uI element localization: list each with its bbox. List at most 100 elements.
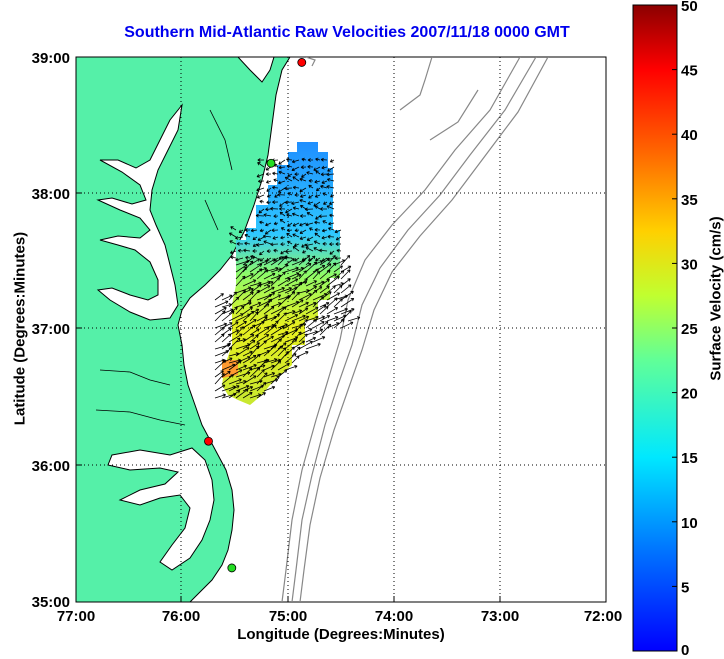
colorbar-tick: 5 <box>681 579 689 596</box>
velocity-vector <box>257 158 265 162</box>
velocity-vector <box>312 264 326 273</box>
velocity-vector <box>321 165 328 170</box>
velocity-vector <box>277 369 288 378</box>
velocity-vector <box>299 198 307 203</box>
velocity-vector <box>266 200 272 205</box>
velocity-vector <box>291 291 300 301</box>
velocity-vector <box>256 372 268 385</box>
velocity-vector <box>242 391 253 399</box>
velocity-vector <box>263 306 275 315</box>
velocity-vector <box>265 222 272 227</box>
velocity-vector <box>291 309 303 315</box>
velocity-vector <box>314 205 321 210</box>
velocity-vector <box>326 273 337 280</box>
y-tick-label: 37:00 <box>32 321 70 338</box>
velocity-vector <box>235 347 250 357</box>
velocity-vector <box>266 187 272 192</box>
velocity-vector <box>284 346 295 357</box>
velocity-vector <box>279 206 286 211</box>
velocity-vector <box>245 255 251 260</box>
velocity-vector <box>312 321 325 329</box>
velocity-vector <box>321 228 328 233</box>
velocity-vector <box>305 301 317 308</box>
velocity-vector <box>333 265 343 273</box>
velocity-vector <box>263 324 277 336</box>
velocity-vector <box>294 257 300 262</box>
velocity-vector <box>334 256 342 261</box>
velocity-vector <box>262 234 272 239</box>
velocity-vector <box>314 227 321 232</box>
velocity-vector <box>270 345 284 357</box>
velocity-vector <box>221 333 232 343</box>
velocity-vector <box>340 269 351 280</box>
velocity-vector <box>318 214 328 219</box>
velocity-vector <box>238 229 244 233</box>
velocity-vector <box>258 208 265 214</box>
x-tick-label: 74:00 <box>375 608 413 625</box>
velocity-vector <box>265 172 272 176</box>
velocity-vector <box>235 266 247 280</box>
velocity-vector <box>249 301 262 308</box>
velocity-vector <box>312 336 326 343</box>
velocity-vector <box>284 321 296 329</box>
velocity-vector <box>335 236 342 241</box>
velocity-vector <box>327 166 335 172</box>
velocity-vector <box>235 388 249 399</box>
velocity-vector <box>256 392 266 399</box>
velocity-vector <box>270 375 280 385</box>
velocity-vector <box>307 158 314 162</box>
velocity-vector <box>314 194 321 198</box>
velocity-vector <box>259 220 265 225</box>
velocity-vector <box>214 384 226 392</box>
velocity-vector <box>312 296 325 308</box>
velocity-vector <box>292 233 300 238</box>
velocity-vector <box>242 324 256 336</box>
velocity-vector <box>249 342 260 350</box>
velocity-vector <box>270 206 279 211</box>
velocity-vector <box>214 327 225 336</box>
velocity-vector <box>291 314 306 322</box>
velocity-vector <box>235 364 247 371</box>
velocity-vector <box>298 263 312 273</box>
velocity-vector <box>243 248 251 253</box>
velocity-vector <box>256 334 270 343</box>
x-tick-label: 73:00 <box>481 608 519 625</box>
velocity-vector <box>326 316 339 322</box>
velocity-vector <box>314 232 321 238</box>
velocity-vector <box>221 347 233 357</box>
velocity-vector <box>242 260 254 273</box>
velocity-vector <box>321 235 328 240</box>
velocity-vector <box>319 306 329 315</box>
velocity-vector <box>263 213 272 217</box>
velocity-vector <box>336 248 342 253</box>
velocity-vector <box>279 218 286 224</box>
colorbar-tick: 20 <box>681 386 698 403</box>
velocity-vector <box>319 315 331 322</box>
y-tick-label: 36:00 <box>32 458 70 475</box>
velocity-vector <box>328 201 335 205</box>
velocity-vector <box>274 194 279 198</box>
velocity-vector <box>264 229 272 235</box>
map-title: Southern Mid-Atlantic Raw Velocities 200… <box>124 24 570 41</box>
velocity-vector <box>277 278 291 287</box>
velocity-vector <box>221 374 234 385</box>
velocity-vector <box>280 250 286 255</box>
velocity-vector <box>273 248 279 253</box>
velocity-vector <box>242 350 253 357</box>
velocity-vector <box>236 241 244 246</box>
velocity-vector <box>328 227 335 231</box>
radar-velocity-field <box>222 142 340 405</box>
colorbar-tick: 40 <box>681 127 698 144</box>
velocity-vector <box>249 328 260 336</box>
velocity-vector <box>214 300 229 308</box>
velocity-vector <box>298 278 308 287</box>
velocity-vector <box>326 292 341 301</box>
velocity-vector <box>277 287 292 294</box>
velocity-vector <box>299 229 307 234</box>
velocity-vector <box>221 370 231 378</box>
velocity-vector <box>270 242 279 247</box>
velocity-vector <box>280 242 286 247</box>
velocity-vector <box>273 178 279 183</box>
velocity-vector <box>319 278 330 287</box>
x-axis-label: Longitude (Degrees:Minutes) <box>237 626 445 643</box>
